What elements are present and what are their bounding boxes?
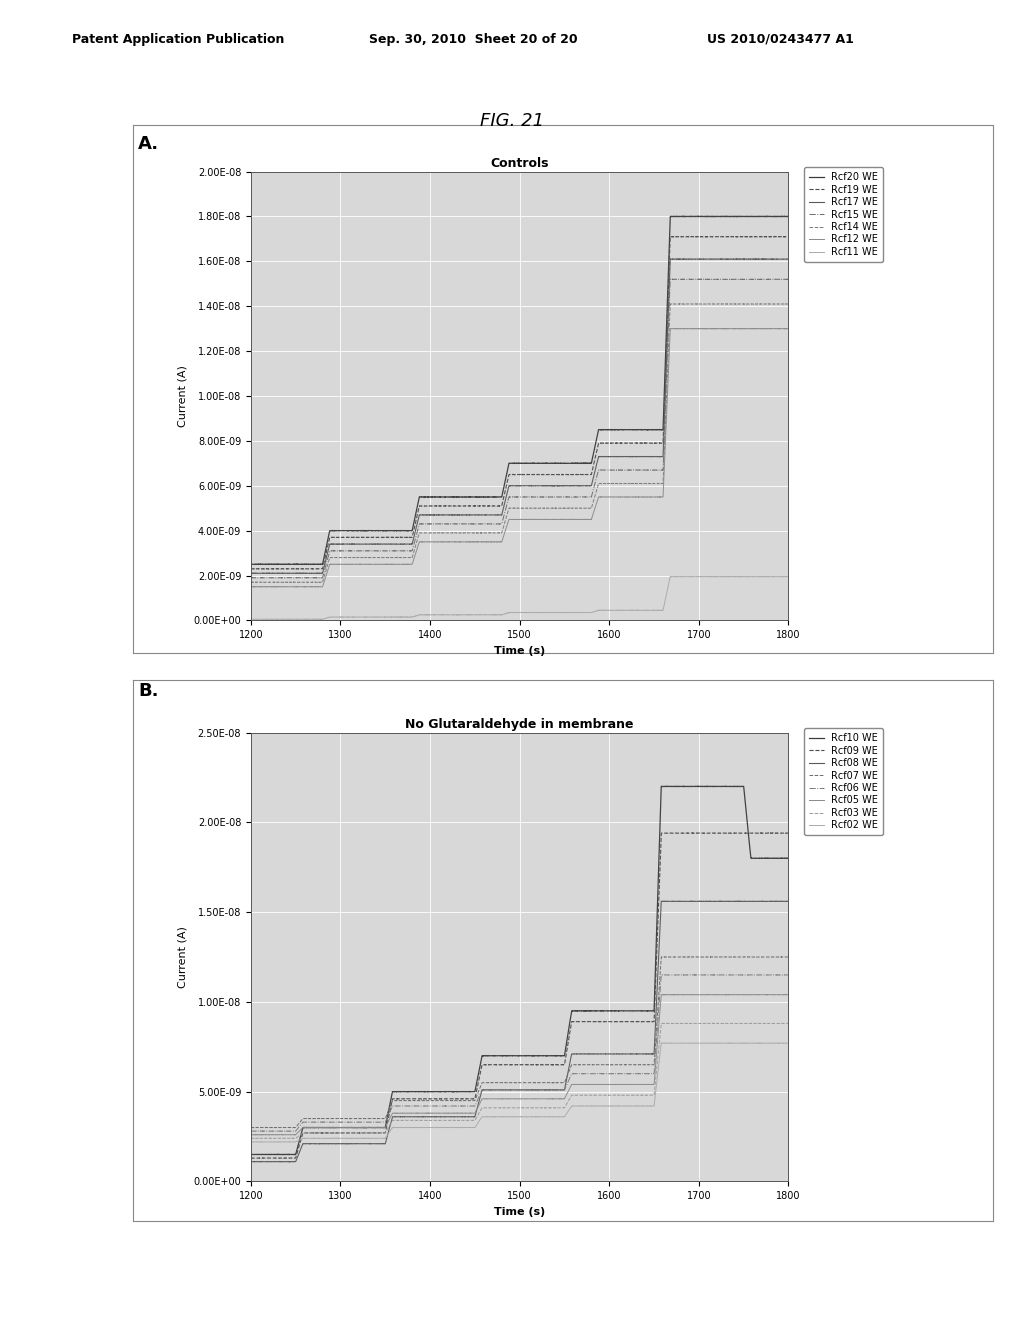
Legend: Rcf10 WE, Rcf09 WE, Rcf08 WE, Rcf07 WE, Rcf06 WE, Rcf05 WE, Rcf03 WE, Rcf02 WE: Rcf10 WE, Rcf09 WE, Rcf08 WE, Rcf07 WE, … bbox=[804, 729, 883, 836]
Title: No Glutaraldehyde in membrane: No Glutaraldehyde in membrane bbox=[406, 718, 634, 731]
X-axis label: Time (s): Time (s) bbox=[494, 645, 546, 656]
Y-axis label: Current (A): Current (A) bbox=[178, 366, 187, 426]
Text: FIG. 21: FIG. 21 bbox=[480, 112, 544, 131]
Text: Patent Application Publication: Patent Application Publication bbox=[72, 33, 284, 46]
X-axis label: Time (s): Time (s) bbox=[494, 1206, 546, 1217]
Text: Sep. 30, 2010  Sheet 20 of 20: Sep. 30, 2010 Sheet 20 of 20 bbox=[369, 33, 578, 46]
Text: A.: A. bbox=[138, 135, 160, 153]
Text: US 2010/0243477 A1: US 2010/0243477 A1 bbox=[707, 33, 853, 46]
Text: B.: B. bbox=[138, 682, 159, 701]
Legend: Rcf20 WE, Rcf19 WE, Rcf17 WE, Rcf15 WE, Rcf14 WE, Rcf12 WE, Rcf11 WE: Rcf20 WE, Rcf19 WE, Rcf17 WE, Rcf15 WE, … bbox=[804, 168, 883, 261]
Y-axis label: Current (A): Current (A) bbox=[178, 927, 187, 987]
Title: Controls: Controls bbox=[490, 157, 549, 170]
